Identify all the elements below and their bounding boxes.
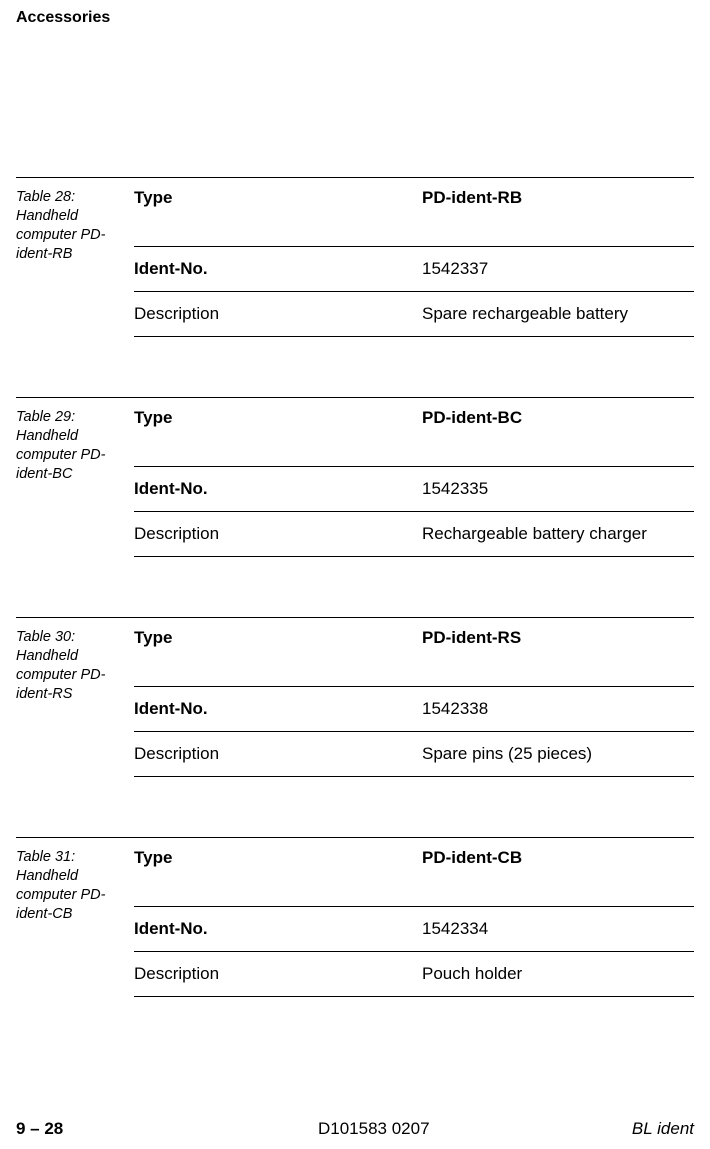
table-row: Ident-No. 1542337 <box>134 247 694 292</box>
caption-rest: Handheld computer PD-ident-RS <box>16 648 105 702</box>
caption-rest: Handheld computer PD-ident-BC <box>16 428 105 482</box>
table-row: Type PD-ident-BC <box>134 398 694 467</box>
table-body: Type PD-ident-RB Ident-No. 1542337 Descr… <box>134 178 694 337</box>
table-row: Ident-No. 1542338 <box>134 687 694 732</box>
label-type: Type <box>134 628 422 648</box>
value-type: PD-ident-RB <box>422 188 694 208</box>
label-ident: Ident-No. <box>134 259 422 279</box>
table-caption: Table 30: Handheld computer PD-ident-RS <box>16 618 134 777</box>
value-desc: Pouch holder <box>422 964 694 984</box>
value-desc: Spare pins (25 pieces) <box>422 744 694 764</box>
table-row: Description Pouch holder <box>134 952 694 997</box>
table-row: Ident-No. 1542334 <box>134 907 694 952</box>
footer-doc-name: BL ident <box>632 1119 694 1139</box>
value-desc: Rechargeable battery charger <box>422 524 694 544</box>
label-desc: Description <box>134 304 422 324</box>
table-29: Table 29: Handheld computer PD-ident-BC … <box>16 397 694 557</box>
caption-prefix: Table 28: <box>16 189 75 205</box>
table-row: Ident-No. 1542335 <box>134 467 694 512</box>
caption-prefix: Table 31: <box>16 849 75 865</box>
table-caption: Table 29: Handheld computer PD-ident-BC <box>16 398 134 557</box>
table-row: Description Spare rechargeable battery <box>134 292 694 337</box>
label-desc: Description <box>134 524 422 544</box>
label-ident: Ident-No. <box>134 699 422 719</box>
table-row: Type PD-ident-CB <box>134 838 694 907</box>
page-title: Accessories <box>16 9 694 27</box>
label-ident: Ident-No. <box>134 479 422 499</box>
caption-rest: Handheld computer PD-ident-CB <box>16 868 105 922</box>
value-type: PD-ident-RS <box>422 628 694 648</box>
table-30: Table 30: Handheld computer PD-ident-RS … <box>16 617 694 777</box>
value-type: PD-ident-CB <box>422 848 694 868</box>
label-type: Type <box>134 408 422 428</box>
table-31: Table 31: Handheld computer PD-ident-CB … <box>16 837 694 997</box>
table-row: Description Rechargeable battery charger <box>134 512 694 557</box>
value-ident: 1542338 <box>422 699 694 719</box>
table-caption: Table 31: Handheld computer PD-ident-CB <box>16 838 134 997</box>
caption-rest: Handheld computer PD-ident-RB <box>16 208 105 262</box>
caption-prefix: Table 30: <box>16 629 75 645</box>
label-type: Type <box>134 188 422 208</box>
table-body: Type PD-ident-CB Ident-No. 1542334 Descr… <box>134 838 694 997</box>
value-ident: 1542334 <box>422 919 694 939</box>
value-type: PD-ident-BC <box>422 408 694 428</box>
table-caption: Table 28: Handheld computer PD-ident-RB <box>16 178 134 337</box>
table-row: Description Spare pins (25 pieces) <box>134 732 694 777</box>
footer-doc-id: D101583 0207 <box>318 1119 632 1139</box>
value-ident: 1542337 <box>422 259 694 279</box>
label-desc: Description <box>134 744 422 764</box>
table-body: Type PD-ident-RS Ident-No. 1542338 Descr… <box>134 618 694 777</box>
label-type: Type <box>134 848 422 868</box>
table-28: Table 28: Handheld computer PD-ident-RB … <box>16 177 694 337</box>
label-desc: Description <box>134 964 422 984</box>
value-desc: Spare rechargeable battery <box>422 304 694 324</box>
label-ident: Ident-No. <box>134 919 422 939</box>
caption-prefix: Table 29: <box>16 409 75 425</box>
table-row: Type PD-ident-RS <box>134 618 694 687</box>
value-ident: 1542335 <box>422 479 694 499</box>
table-body: Type PD-ident-BC Ident-No. 1542335 Descr… <box>134 398 694 557</box>
page-footer: 9 – 28 D101583 0207 BL ident <box>16 1119 694 1139</box>
table-row: Type PD-ident-RB <box>134 178 694 247</box>
footer-page-number: 9 – 28 <box>16 1119 318 1139</box>
